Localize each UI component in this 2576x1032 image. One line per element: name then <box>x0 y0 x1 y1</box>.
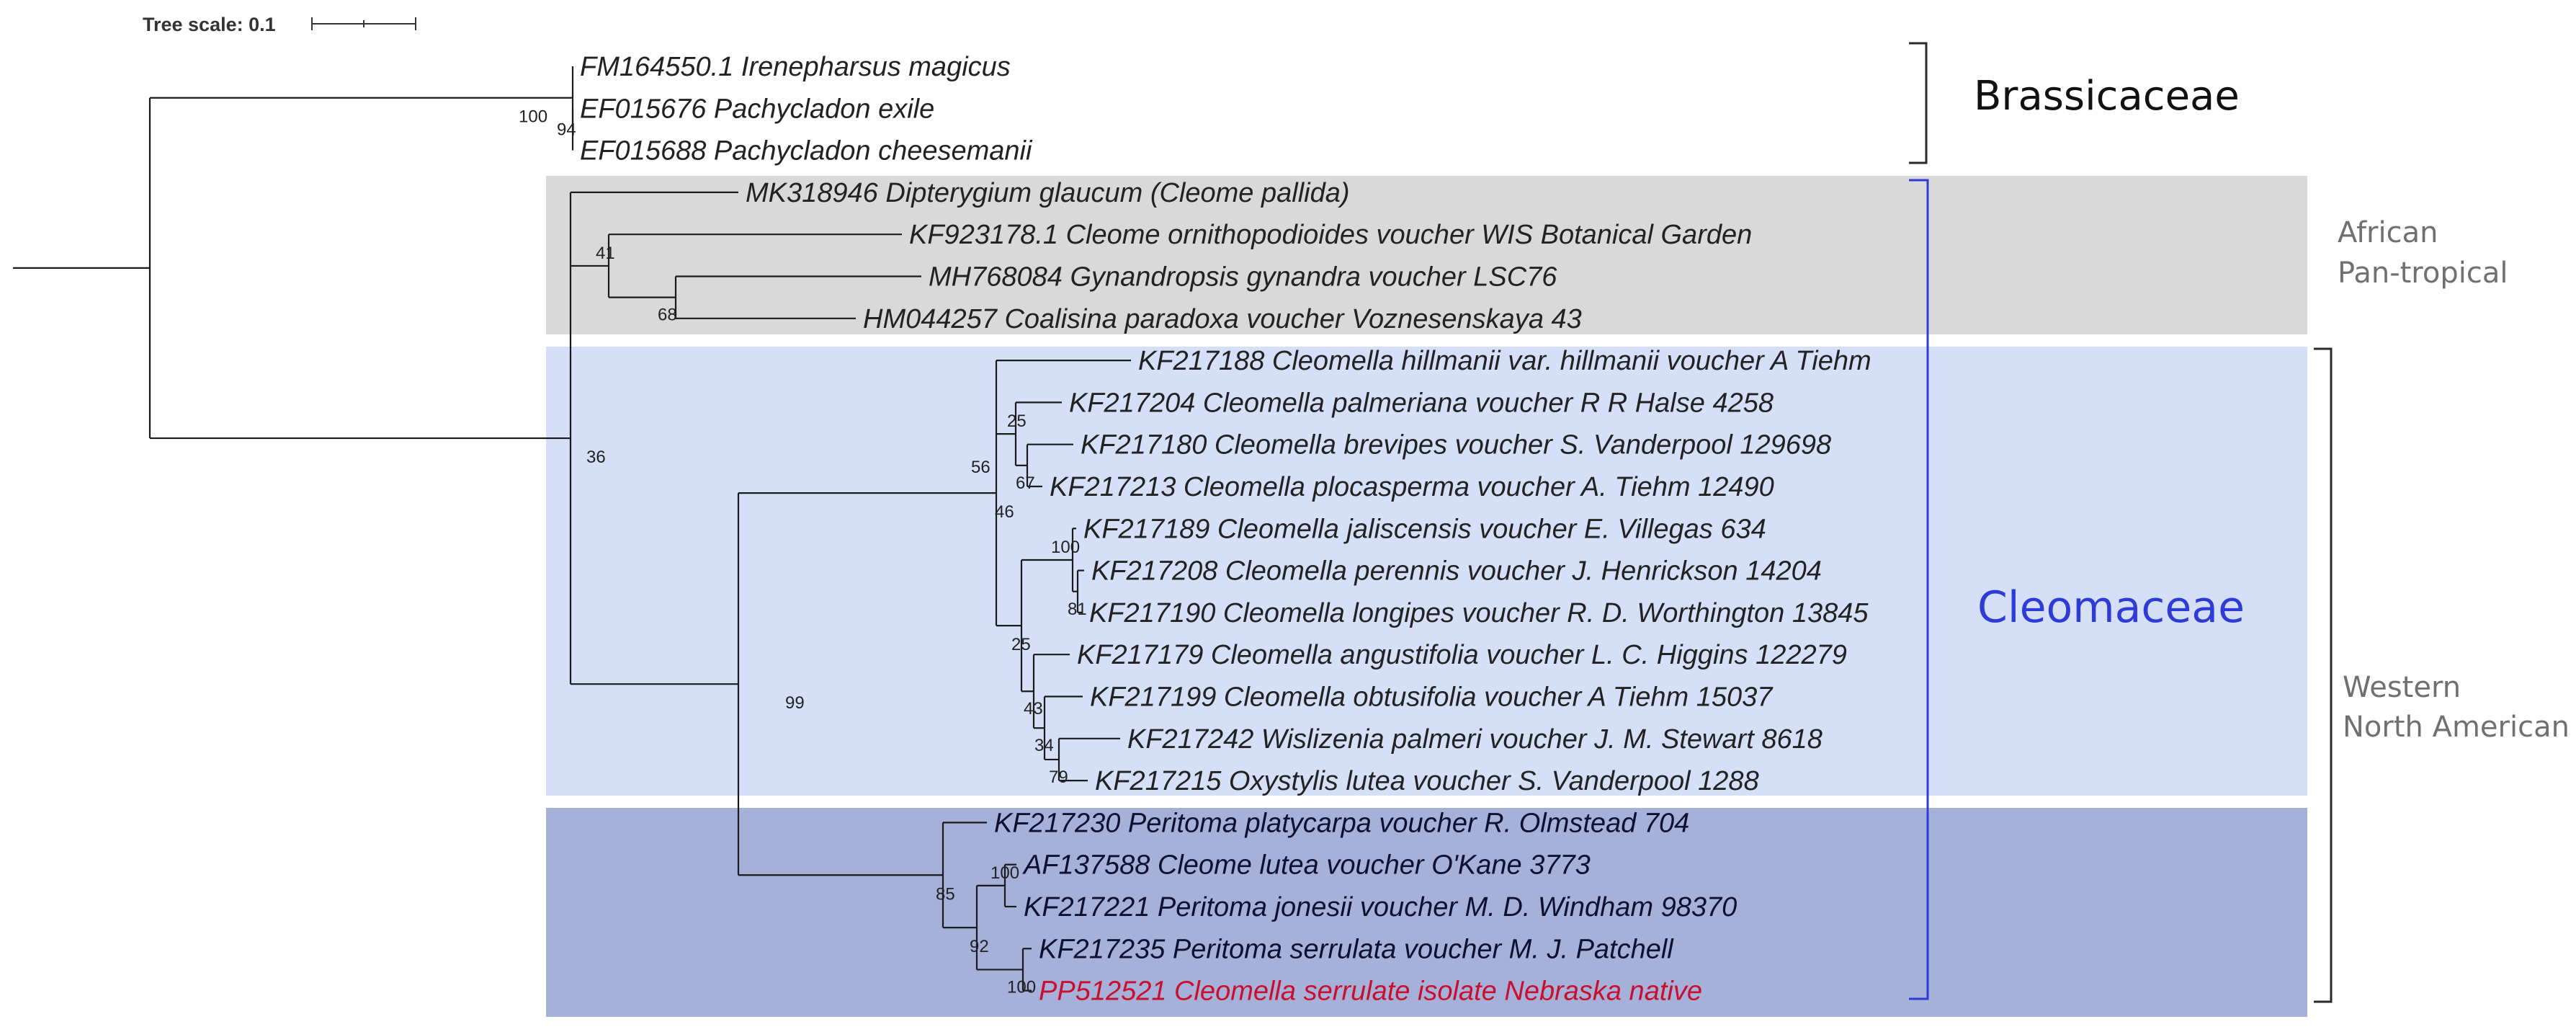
peritoma-clade-box <box>546 808 2307 1017</box>
leaf-label-l10: KF217180 Cleomella brevipes voucher S. V… <box>1081 430 1831 461</box>
leaf-label-l7: HM044257 Coalisina paradoxa voucher Vozn… <box>863 304 1582 334</box>
leaf-label-l13: KF217208 Cleomella perennis voucher J. H… <box>1091 556 1822 587</box>
bootstrap-support-n_c9: 34 <box>1034 736 1054 755</box>
leaf-label-l11: KF217213 Cleomella plocasperma voucher A… <box>1050 472 1774 502</box>
tree-scale-bar <box>311 17 416 30</box>
leaf-label-l4: MK318946 Dipterygium glaucum (Cleome pal… <box>746 178 1350 208</box>
svg-text:African: African <box>2338 216 2438 249</box>
leaf-label-l14: KF217190 Cleomella longipes voucher R. D… <box>1089 598 1869 628</box>
bootstrap-support-n_c6: 100 <box>1051 538 1080 557</box>
leaf-label-l2: EF015676 Pachycladon exile <box>580 94 934 124</box>
bootstrap-support-n_afr: 41 <box>596 244 615 263</box>
leaf-label-l6: MH768084 Gynandropsis gynandra voucher L… <box>929 262 1557 293</box>
svg-text:North American: North American <box>2343 711 2570 744</box>
bootstrap-support-n_b2: 94 <box>557 120 576 139</box>
bootstrap-support-n_c7: 81 <box>1068 600 1087 619</box>
bootstrap-support-n_p3: 100 <box>990 863 1019 883</box>
leaf-labels: FM164550.1 Irenepharsus magicus EF015676 … <box>580 52 1871 1007</box>
bootstrap-support-n_cleomella: 56 <box>971 458 990 477</box>
leaf-label-l9: KF217204 Cleomella palmeriana voucher R … <box>1069 388 1774 418</box>
bootstrap-support-n_peri: 85 <box>936 884 955 904</box>
bootstrap-support-n_brass: 100 <box>519 107 547 127</box>
bootstrap-support-n_gyn: 68 <box>658 306 677 325</box>
leaf-label-l8: KF217188 Cleomella hillmanii var. hillma… <box>1138 346 1871 376</box>
leaf-label-l21: KF217221 Peritoma jonesii voucher M. D. … <box>1024 892 1737 922</box>
brassicaceae-label: Brassicaceae <box>1974 73 2240 120</box>
leaf-label-l15: KF217179 Cleomella angustifolia voucher … <box>1077 640 1847 670</box>
bootstrap-support-n_c10: 79 <box>1049 768 1068 787</box>
leaf-label-l16: KF217199 Cleomella obtusifolia voucher A… <box>1090 682 1774 713</box>
leaf-label-l12: KF217189 Cleomella jaliscensis voucher E… <box>1083 514 1766 544</box>
leaf-label-l1: FM164550.1 Irenepharsus magicus <box>580 52 1011 82</box>
svg-text:Pan-tropical: Pan-tropical <box>2338 257 2508 290</box>
bootstrap-support-n_c2: 46 <box>995 502 1014 522</box>
western-north-american-label: Western North American <box>2343 671 2570 744</box>
leaf-label-l22: KF217235 Peritoma serrulata voucher M. J… <box>1039 934 1674 964</box>
african-pantropical-label: African Pan-tropical <box>2338 216 2508 290</box>
cleomella-clade-box <box>546 347 2307 796</box>
western-north-american-bracket <box>2314 347 2333 1003</box>
cleomaceae-bracket <box>1909 179 1929 1000</box>
bootstrap-support-n_c5: 25 <box>1011 635 1031 654</box>
bootstrap-support-n_wna: 99 <box>785 693 805 713</box>
tree-branches <box>13 66 1131 992</box>
leaf-label-l3: EF015688 Pachycladon cheesemanii <box>580 136 1033 166</box>
bootstrap-support-n_p4: 100 <box>1007 977 1036 997</box>
leaf-label-l19: KF217230 Peritoma platycarpa voucher R. … <box>994 808 1689 838</box>
cleomaceae-label: Cleomaceae <box>1977 582 2245 633</box>
leaf-label-l23: PP512521 Cleomella serrulate isolate Neb… <box>1039 977 1702 1007</box>
tree-scale-label: Tree scale: 0.1 <box>143 14 276 35</box>
leaf-label-l17: KF217242 Wislizenia palmeri voucher J. M… <box>1127 724 1823 755</box>
leaf-label-l18: KF217215 Oxystylis lutea voucher S. Vand… <box>1095 766 1759 796</box>
african-clade-box <box>546 176 2307 334</box>
bootstrap-support-n_cleo: 36 <box>586 448 606 467</box>
brassicaceae-bracket <box>1909 42 1928 164</box>
bootstrap-support-n_p2: 92 <box>970 937 989 956</box>
svg-text:Western: Western <box>2343 671 2461 704</box>
leaf-label-l20: AF137588 Cleome lutea voucher O'Kane 377… <box>1022 850 1591 881</box>
bootstrap-support-labels: 94 100 68 41 67 25 81 100 79 34 43 25 46 56 100 100 92 85… <box>519 107 1087 997</box>
bootstrap-support-n_c3: 25 <box>1007 412 1027 431</box>
bootstrap-support-n_c4: 67 <box>1016 473 1035 493</box>
bootstrap-support-n_c8: 43 <box>1024 699 1043 719</box>
leaf-label-l5: KF923178.1 Cleome ornithopodioides vouch… <box>909 220 1752 250</box>
